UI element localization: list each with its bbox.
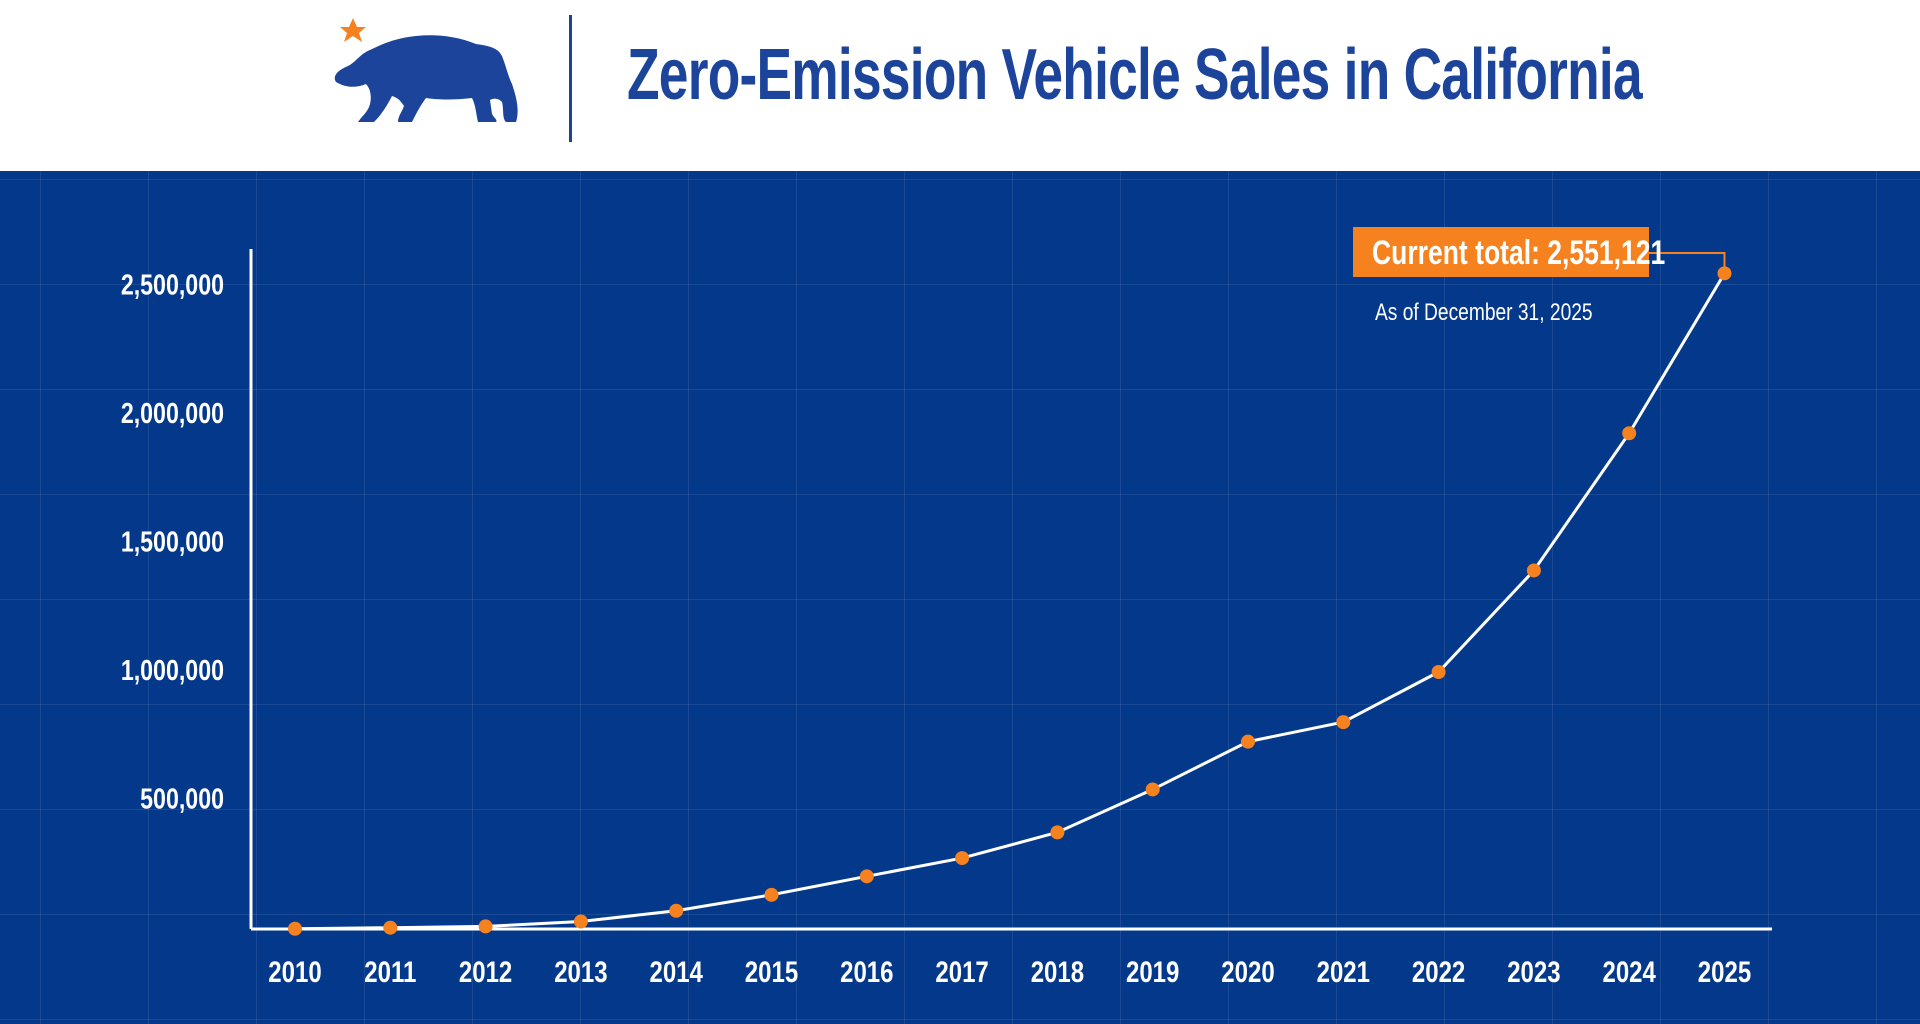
y-tick-label: 2,000,000 [121,396,224,429]
x-tick-label: 2014 [650,954,703,988]
data-point [383,920,398,935]
data-point [669,903,684,918]
data-point [859,869,874,884]
data-point [288,921,302,936]
annotation-subtitle: As of December 31, 2025 [1375,298,1593,326]
x-tick-label: 2016 [840,954,893,988]
x-tick-label: 2020 [1221,954,1274,988]
data-point [1622,426,1637,441]
x-tick-label: 2010 [268,954,321,988]
series-line [294,272,1726,931]
data-point [1431,665,1446,679]
y-tick-label: 1,500,000 [121,525,224,558]
y-tick-label: 1,000,000 [121,653,224,686]
header: Zero-Emission Vehicle Sales in Californi… [0,0,1920,171]
x-tick-label: 2024 [1603,954,1656,988]
data-point [478,919,493,934]
x-tick-label: 2023 [1507,954,1560,988]
annotation-label: Current total: 2,551,121 [1372,234,1665,272]
data-point [1050,825,1065,840]
x-tick-label: 2011 [364,954,416,988]
page-title: Zero-Emission Vehicle Sales in Californi… [627,35,1643,115]
header-divider [569,15,572,142]
data-point [1336,715,1351,730]
data-point [764,887,779,902]
x-tick-label: 2013 [554,954,607,988]
x-tick-label: 2015 [745,954,798,988]
data-point [573,914,588,929]
data-point [1526,563,1541,578]
data-point [1717,266,1732,281]
annotation-connector [1649,252,1726,268]
x-tick-label: 2012 [459,954,512,988]
chart-area [0,171,1920,1024]
x-tick-label: 2018 [1031,954,1084,988]
annotation-box [1353,227,1649,277]
x-tick-label: 2019 [1126,954,1179,988]
x-tick-label: 2021 [1317,954,1370,988]
y-tick-label: 500,000 [140,782,224,815]
california-bear-logo [334,18,518,122]
x-tick-label: 2025 [1698,954,1751,988]
x-tick-label: 2017 [935,954,988,988]
star-icon [340,18,366,42]
data-point [1145,782,1160,797]
data-point [1241,734,1255,749]
bear-icon [334,35,518,122]
data-point [955,851,970,866]
y-tick-label: 2,500,000 [121,268,224,301]
x-tick-label: 2022 [1412,954,1465,988]
